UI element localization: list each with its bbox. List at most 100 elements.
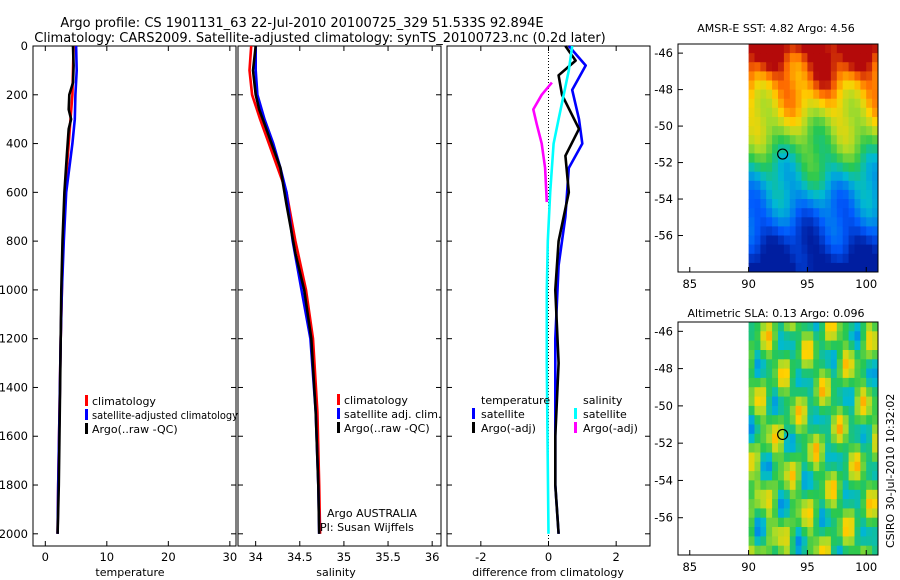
heatmap-cell [860,244,867,255]
y-tick-label: 800 [6,234,28,248]
heatmap-cell [860,452,867,463]
legend-swatch-satellite [85,409,88,420]
heatmap-cell [825,405,832,416]
heatmap-cell [825,135,832,145]
heatmap-cell [842,415,850,426]
heatmap-cell [813,517,820,528]
heatmap-cell [842,517,850,528]
heatmap-cell [872,433,878,444]
heatmap-cell [872,359,878,370]
heatmap-cell [854,322,861,332]
heatmap-cell [783,235,791,246]
heatmap-cell [783,471,791,481]
heatmap-cell [854,262,861,272]
heatmap-cell [754,189,761,200]
heatmap-cell [836,135,844,145]
heatmap-cell [854,508,861,519]
heatmap-cell [872,217,878,227]
heatmap-cell [842,536,850,547]
heatmap-cell [807,199,814,209]
heatmap-cell [830,377,838,388]
heatmap-cell [789,536,797,547]
heatmap-cell [789,377,797,388]
map-x-tick-label: 90 [741,277,756,291]
heatmap-cell [854,405,861,416]
heatmap-cell [830,262,838,272]
heatmap-cell [854,226,861,237]
heatmap-cell [789,331,797,342]
heatmap-cell [789,405,797,416]
heatmap-cell [836,508,844,519]
sst-heatmap [748,44,878,272]
heatmap-cell [825,545,832,555]
heatmap-cell [836,144,844,154]
heatmap-cell [866,153,873,164]
heatmap-cell [813,471,820,481]
heatmap-cell [807,44,814,54]
heatmap-cell [801,235,808,246]
heatmap-cell [860,44,867,54]
heatmap-cell [848,144,856,154]
heatmap-cell [866,98,873,109]
heatmap-cell [778,235,785,246]
heatmap-cell [754,368,761,379]
heatmap-cell [760,517,767,528]
heatmap-cell [801,471,808,481]
heatmap-cell [754,405,761,416]
heatmap-cell [819,480,826,491]
heatmap-cell [766,433,773,444]
heatmap-cell [766,350,773,360]
heatmap-cell [830,461,838,472]
heatmap-cell [819,253,826,264]
heatmap-cell [848,452,856,463]
x-tick-label: 34.5 [287,550,313,564]
heatmap-cell [842,377,850,388]
heatmap-cell [801,144,808,154]
heatmap-cell [795,424,803,435]
heatmap-cell [772,396,779,407]
pi-note: PI: Susan Wijffels [320,521,414,534]
salinity-legend: climatology satellite adj. clim. Argo(..… [337,394,441,435]
heatmap-cell [830,517,838,528]
heatmap-cell [789,340,797,351]
heatmap-cell [783,443,791,454]
heatmap-cell [789,117,797,127]
heatmap-cell [795,117,803,127]
heatmap-cell [848,489,856,500]
heatmap-cell [748,499,756,509]
heatmap-cell [813,226,820,237]
heatmap-cell [783,340,791,351]
heatmap-cell [772,162,779,173]
heatmap-cell [772,217,779,227]
heatmap-cell [825,340,832,351]
x-tick-label: 2 [613,550,620,564]
heatmap-cell [872,452,878,463]
heatmap-cell [830,452,838,463]
heatmap-cell [778,377,785,388]
heatmap-cell [789,98,797,109]
heatmap-cell [830,322,838,332]
heatmap-cell [778,107,785,118]
legend-swatch-argo [85,423,88,434]
heatmap-cell [789,443,797,454]
heatmap-cell [807,171,814,182]
heatmap-cell [860,415,867,426]
difference-xlabel: difference from climatology [472,566,624,579]
heatmap-cell [778,117,785,127]
heatmap-cell [830,208,838,218]
heatmap-cell [860,208,867,218]
heatmap-cell [760,387,767,398]
heatmap-cell [860,117,867,127]
heatmap-cell [872,405,878,416]
heatmap-cell [783,53,791,63]
heatmap-cell [825,208,832,218]
heatmap-cell [830,89,838,100]
heatmap-cell [819,359,826,370]
heatmap-cell [783,153,791,164]
heatmap-cell [866,350,873,360]
heatmap-cell [795,226,803,237]
heatmap-cell [854,126,861,136]
heatmap-cell [836,405,844,416]
heatmap-cell [778,71,785,82]
heatmap-cell [860,517,867,528]
